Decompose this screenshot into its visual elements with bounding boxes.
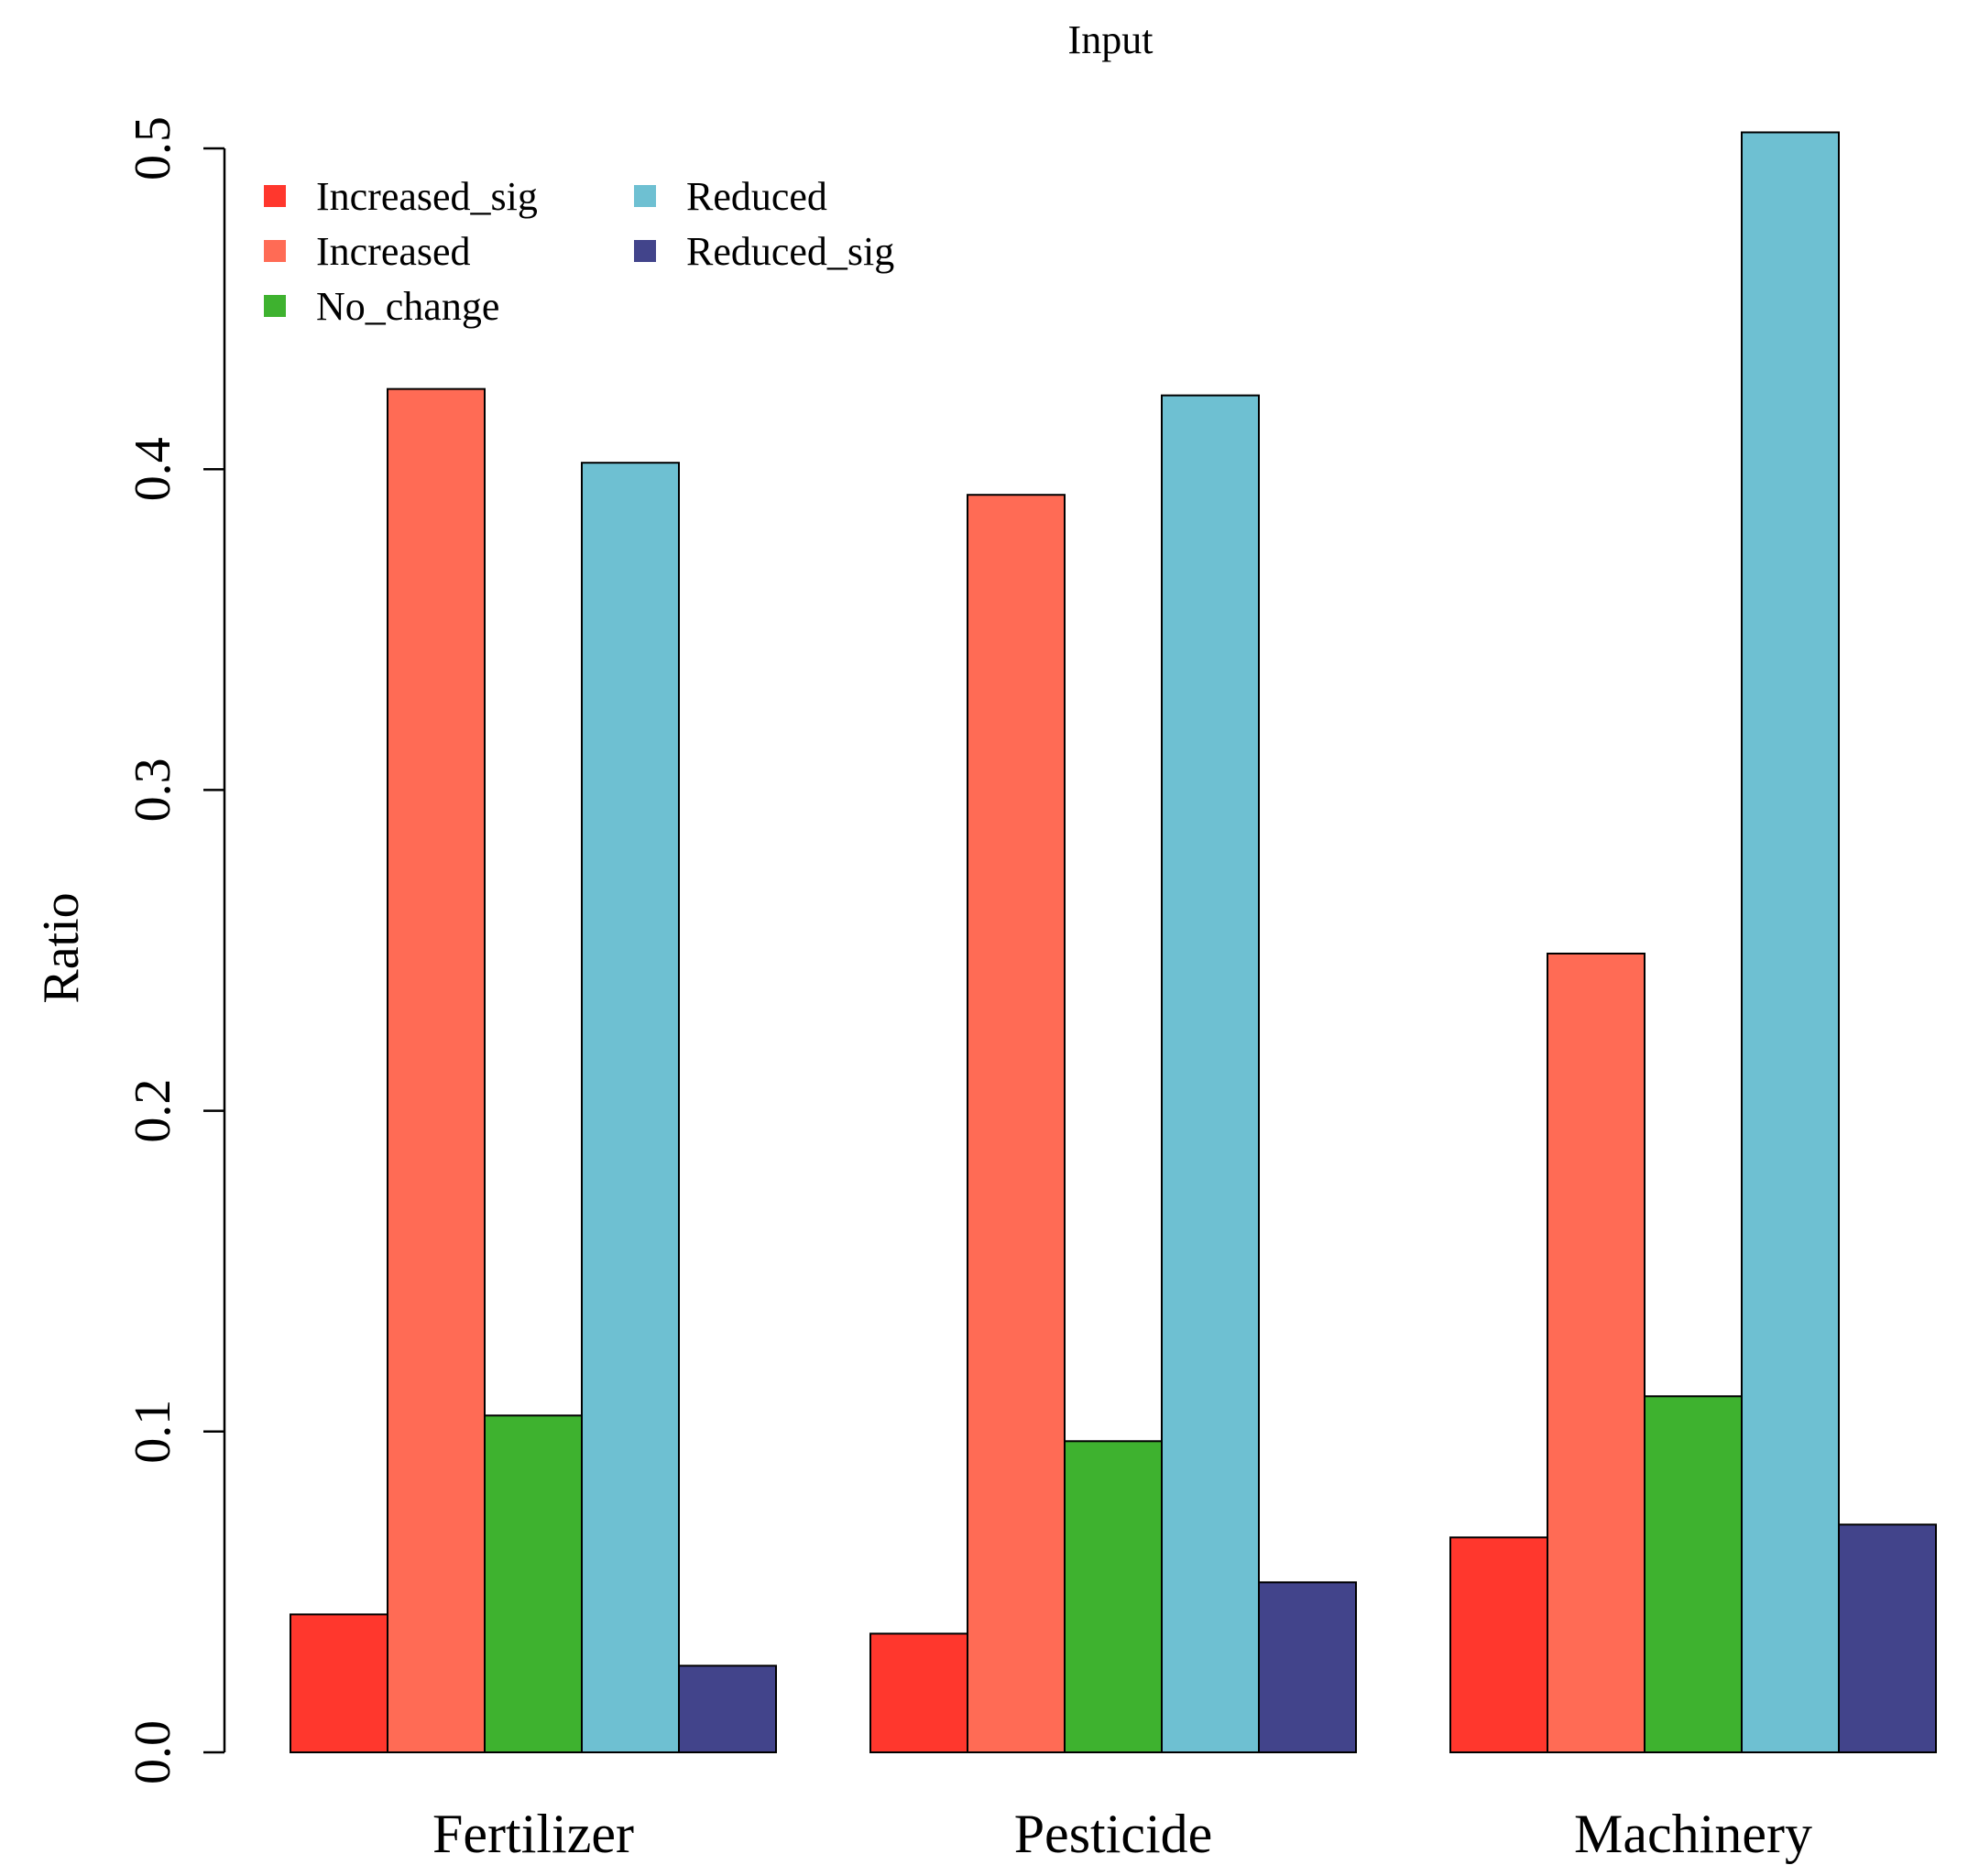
y-tick-label: 0.2 bbox=[125, 1079, 181, 1143]
bar-machinery-reduced-sig bbox=[1838, 1523, 1937, 1754]
bar-machinery-reduced bbox=[1741, 131, 1840, 1754]
legend-label-no-change: No_change bbox=[316, 284, 499, 329]
bar-pesticide-increased-sig bbox=[869, 1632, 968, 1754]
y-tick-label: 0.0 bbox=[125, 1720, 181, 1784]
category-label-pesticide: Pesticide bbox=[1014, 1804, 1213, 1864]
y-tick-label: 0.4 bbox=[125, 437, 181, 501]
legend: Increased_sig Increased No_change Reduced Re… bbox=[264, 174, 894, 329]
legend-label-reduced-sig: Reduced_sig bbox=[686, 229, 894, 274]
category-label-fertilizer: Fertilizer bbox=[432, 1804, 634, 1864]
legend-swatch-reduced bbox=[634, 185, 656, 207]
bar-machinery-no-change bbox=[1644, 1395, 1743, 1753]
legend-swatch-increased-sig bbox=[264, 185, 286, 207]
bar-fertilizer-reduced-sig bbox=[678, 1664, 777, 1754]
legend-label-increased-sig: Increased_sig bbox=[316, 174, 538, 219]
bar-pesticide-reduced-sig bbox=[1258, 1581, 1357, 1754]
category-label-machinery: Machinery bbox=[1574, 1804, 1812, 1864]
legend-swatch-no-change bbox=[264, 295, 286, 317]
bar-fertilizer-increased-sig bbox=[290, 1613, 388, 1753]
y-axis-label: Ratio bbox=[33, 892, 90, 1003]
bar-machinery-increased-sig bbox=[1449, 1536, 1548, 1753]
bars bbox=[290, 131, 1937, 1754]
bar-fertilizer-increased bbox=[387, 387, 486, 1753]
bar-pesticide-no-change bbox=[1064, 1440, 1163, 1754]
legend-swatch-reduced-sig bbox=[634, 240, 656, 262]
legend-label-increased: Increased bbox=[316, 229, 471, 274]
bar-machinery-increased bbox=[1547, 953, 1645, 1753]
y-tick-label: 0.3 bbox=[125, 758, 181, 822]
legend-swatch-increased bbox=[264, 240, 286, 262]
bar-fertilizer-reduced bbox=[581, 462, 680, 1753]
bar-pesticide-increased bbox=[967, 494, 1066, 1754]
bar-pesticide-reduced bbox=[1161, 394, 1260, 1753]
bar-fertilizer-no-change bbox=[484, 1414, 583, 1754]
y-tick-label: 0.5 bbox=[125, 116, 181, 180]
y-tick-label: 0.1 bbox=[125, 1400, 181, 1464]
legend-label-reduced: Reduced bbox=[686, 174, 827, 219]
y-axis: 0.0 0.1 0.2 0.3 0.4 0.5 bbox=[125, 116, 226, 1784]
chart-title: Input bbox=[1068, 17, 1153, 62]
category-labels: Fertilizer Pesticide Machinery bbox=[432, 1804, 1812, 1864]
